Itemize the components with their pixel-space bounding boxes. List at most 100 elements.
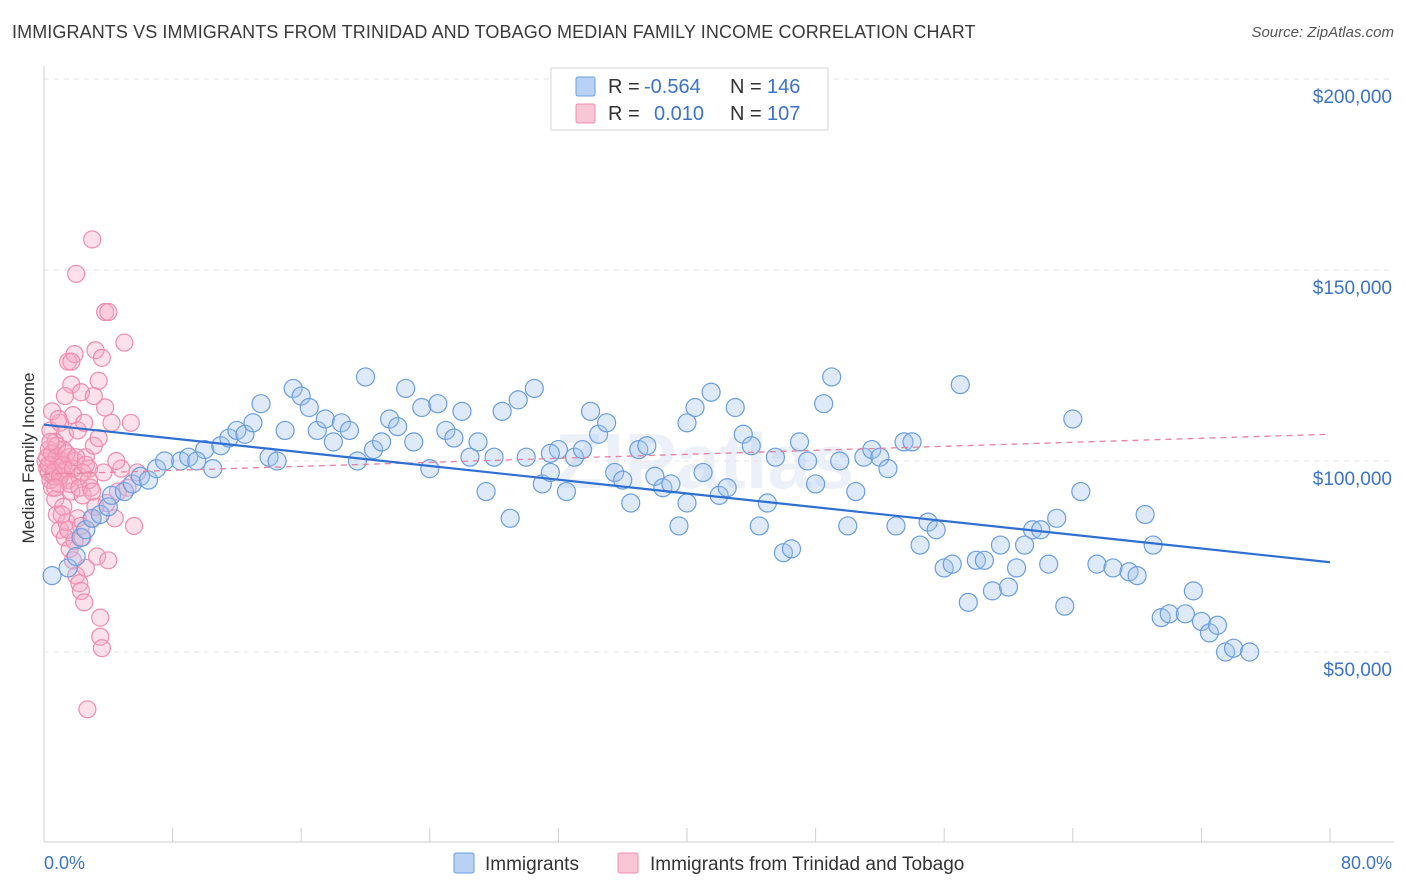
- immigrants-point: [854, 447, 874, 467]
- trinidad-point: [99, 551, 118, 570]
- chart-title: IMMIGRANTS VS IMMIGRANTS FROM TRINIDAD A…: [12, 22, 976, 42]
- immigrants-point: [1006, 558, 1027, 578]
- immigrants-point: [789, 432, 810, 452]
- y-tick-label: $50,000: [1323, 660, 1392, 681]
- immigrants-point: [114, 481, 134, 502]
- immigrants-point: [693, 462, 713, 483]
- immigrants-point: [830, 451, 850, 471]
- trinidad-point: [41, 432, 60, 451]
- immigrants-point: [645, 466, 665, 486]
- immigrants-point: [98, 497, 118, 517]
- immigrants-point: [275, 420, 295, 441]
- immigrants-point: [556, 481, 577, 502]
- immigrants-point: [669, 516, 689, 536]
- immigrants-point: [388, 417, 408, 437]
- immigrants-point: [974, 550, 994, 570]
- immigrants-point: [733, 424, 753, 444]
- immigrants-point: [404, 432, 424, 452]
- immigrants-point: [741, 436, 761, 456]
- trinidad-point: [67, 264, 86, 283]
- immigrants-point: [580, 401, 601, 421]
- trinidad-trend-line: [43, 433, 1331, 476]
- immigrants-trend-line: [43, 423, 1331, 564]
- immigrants-point: [42, 565, 62, 586]
- immigrants-point: [878, 459, 898, 479]
- immigrants-point: [846, 481, 866, 502]
- y-tick-label: $150,000: [1313, 278, 1392, 299]
- immigrants-point: [380, 409, 400, 429]
- immigrants-point: [1159, 604, 1179, 624]
- immigrants-point: [701, 382, 721, 402]
- legend-n-value: 107: [767, 103, 800, 125]
- immigrants-point: [420, 459, 440, 479]
- trinidad-point: [91, 608, 110, 627]
- immigrants-point: [444, 428, 464, 448]
- immigrants-point: [122, 474, 143, 494]
- x-tick-label: 0.0%: [44, 853, 85, 873]
- legend-n-value: 146: [767, 76, 800, 98]
- y-tick-label: $100,000: [1313, 469, 1392, 490]
- trend-lines: [43, 423, 1331, 564]
- immigrants-point: [243, 413, 263, 433]
- immigrants-point: [492, 401, 512, 421]
- bottom-legend-label-trinidad: Immigrants from Trinidad and Tobago: [650, 854, 964, 875]
- immigrants-point: [219, 428, 239, 448]
- y-axis-title: Median Family Income: [19, 372, 38, 543]
- immigrants-point: [484, 447, 504, 467]
- immigrants-point: [814, 394, 834, 414]
- immigrants-point: [251, 394, 271, 414]
- immigrants-point: [211, 436, 231, 456]
- immigrants-point: [347, 451, 368, 471]
- trinidad-point: [60, 474, 79, 494]
- trinidad-point: [46, 478, 65, 497]
- trinidad-point: [47, 505, 66, 524]
- trinidad-point: [79, 471, 99, 490]
- trinidad-point: [124, 516, 144, 536]
- immigrants-point: [508, 390, 528, 410]
- trinidad-point: [70, 574, 89, 593]
- immigrants-point: [299, 397, 319, 418]
- trinidad-point: [89, 371, 108, 390]
- immigrants-point: [677, 493, 697, 513]
- immigrants-point: [468, 432, 488, 452]
- immigrants-point: [323, 432, 343, 452]
- trinidad-point: [128, 463, 147, 482]
- immigrants-point: [902, 432, 922, 452]
- immigrants-point: [661, 474, 681, 494]
- immigrants-point: [982, 581, 1003, 601]
- trinidad-point: [115, 333, 134, 352]
- immigrants-point: [958, 592, 978, 612]
- immigrants-point: [1175, 604, 1195, 624]
- immigrants-point: [685, 397, 705, 418]
- trinidad-point: [91, 627, 110, 646]
- trinidad-point: [121, 413, 140, 432]
- trinidad-point: [95, 398, 115, 417]
- immigrants-point: [862, 439, 882, 460]
- immigrants-point: [1047, 508, 1067, 528]
- immigrants-point: [1063, 409, 1083, 429]
- immigrants-point: [621, 493, 641, 513]
- trinidad-point: [108, 482, 128, 501]
- immigrants-point: [613, 470, 633, 490]
- immigrants-series: [42, 367, 1260, 662]
- immigrants-point: [452, 401, 472, 421]
- trinidad-point: [52, 505, 71, 524]
- bottom-legend-swatch-pink: [617, 852, 639, 874]
- bottom-legend-label-immigrants: Immigrants: [485, 854, 579, 875]
- trinidad-point: [57, 444, 76, 463]
- legend-n-label: N =: [730, 76, 762, 98]
- trinidad-point: [83, 230, 102, 249]
- immigrants-point: [781, 539, 802, 559]
- trinidad-point: [62, 352, 81, 371]
- immigrants-point: [412, 397, 432, 418]
- immigrants-point: [436, 420, 456, 441]
- immigrants-point: [1207, 615, 1228, 635]
- immigrants-point: [725, 397, 745, 418]
- x-tick-label: 80.0%: [1341, 853, 1392, 873]
- legend-n-label: N =: [730, 103, 762, 125]
- trinidad-point: [107, 451, 126, 471]
- immigrants-point: [371, 432, 392, 452]
- immigrants-point: [1014, 535, 1035, 555]
- immigrants-point: [1199, 623, 1220, 643]
- immigrants-point: [355, 367, 376, 387]
